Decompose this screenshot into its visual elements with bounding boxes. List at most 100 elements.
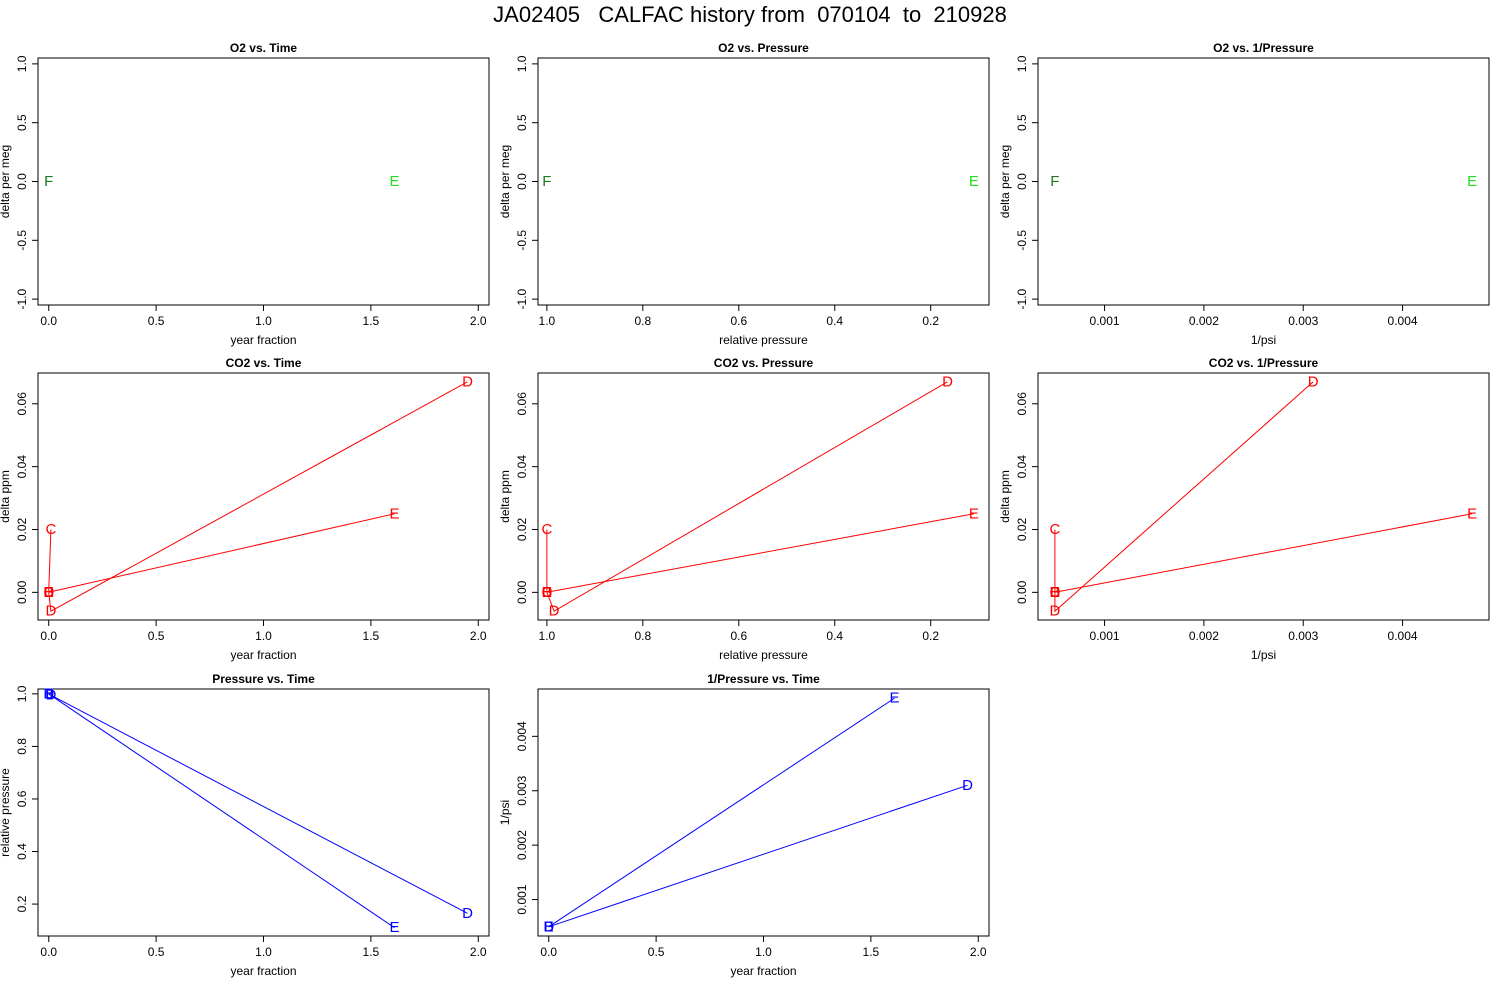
point-marker-F: F: [44, 173, 53, 190]
x-tick-label: 0.2: [922, 314, 939, 328]
point-marker-D: D: [541, 584, 552, 601]
series-line-D: [48, 693, 468, 914]
point-marker-E: E: [389, 505, 399, 522]
point-marker-B: B: [542, 584, 552, 601]
y-axis-label: delta per meg: [0, 145, 12, 218]
y-tick-label: -0.5: [15, 230, 29, 251]
x-tick-label: 0.2: [922, 629, 939, 643]
point-marker-F: F: [1050, 173, 1059, 190]
x-tick-label: 0.004: [1388, 314, 1418, 328]
panel-title: CO2 vs. 1/Pressure: [1209, 356, 1319, 370]
y-tick-label: 0.04: [15, 455, 29, 479]
point-marker-C: C: [541, 584, 552, 601]
point-marker-E: E: [389, 919, 399, 936]
panel-o2-invpressure: O2 vs. 1/Pressure 0.001 0.002 0.003 0.004 -1.…: [998, 41, 1490, 347]
x-tick-label: 0.0: [540, 945, 557, 959]
y-tick-label: 0.5: [15, 114, 29, 131]
series-line-E: [1054, 513, 1473, 593]
y-tick-label: 0.001: [515, 884, 529, 914]
x-tick-label: 0.0: [40, 945, 57, 959]
y-tick-label: 0.04: [515, 455, 529, 479]
x-tick-label: 0.003: [1288, 314, 1318, 328]
point-marker-E: E: [969, 505, 979, 522]
y-tick-label: 0.02: [1015, 517, 1029, 541]
y-tick-label: 0.003: [515, 775, 529, 805]
y-axis-label: delta ppm: [0, 470, 12, 523]
y-tick-label: -1.0: [515, 288, 529, 309]
x-tick-label: 1.5: [363, 945, 380, 959]
point-marker-D: D: [43, 584, 54, 601]
series-line-E: [546, 513, 974, 593]
x-tick-label: 1.5: [863, 945, 880, 959]
point-marker-E: E: [1467, 173, 1477, 190]
y-tick-label: 0.0: [15, 173, 29, 190]
y-tick-label: 0.8: [15, 738, 29, 755]
y-tick-label: -1.0: [15, 288, 29, 309]
panel-co2-pressure: CO2 vs. Pressure 1.0 0.8 0.6 0.4 0.2 0.00 0.02 0…: [498, 356, 990, 662]
panel-o2-pressure: O2 vs. Pressure 1.0 0.8 0.6 0.4 0.2 -1.0 -0.5 0.…: [498, 41, 990, 347]
y-tick-label: 0.00: [15, 580, 29, 604]
point-marker-E: E: [969, 173, 979, 190]
y-tick-label: 0.6: [15, 790, 29, 807]
panel-title: O2 vs. Pressure: [718, 41, 809, 55]
y-tick-label: -1.0: [1015, 288, 1029, 309]
point-marker-D: D: [462, 905, 473, 922]
x-tick-label: 0.5: [148, 314, 165, 328]
y-tick-label: 0.0: [515, 173, 529, 190]
x-axis-label: relative pressure: [719, 648, 808, 662]
figure-title: JA02405 CALFAC history from 070104 to 21…: [493, 2, 1007, 27]
x-tick-label: 0.6: [730, 629, 747, 643]
x-tick-label: 0.0: [40, 314, 57, 328]
y-axis-label: delta ppm: [498, 470, 512, 523]
x-tick-label: 2.0: [970, 945, 987, 959]
x-tick-label: 0.8: [634, 314, 651, 328]
x-tick-label: 0.4: [826, 314, 843, 328]
panel-title: CO2 vs. Time: [226, 356, 302, 370]
plot-frame: [537, 372, 990, 621]
x-tick-label: 2.0: [470, 945, 487, 959]
panel-title: Pressure vs. Time: [212, 672, 315, 686]
series-line-D: [548, 784, 968, 928]
y-tick-label: -0.5: [1015, 230, 1029, 251]
y-tick-label: 0.002: [515, 830, 529, 860]
series-line-C: [48, 529, 52, 593]
x-tick-label: 2.0: [470, 629, 487, 643]
y-tick-label: 1.0: [1015, 55, 1029, 72]
y-axis-label: delta per meg: [498, 145, 512, 218]
plot-frame: [37, 57, 490, 306]
x-axis-label: year fraction: [230, 333, 296, 347]
y-tick-label: 0.5: [515, 114, 529, 131]
panel-pressure-time: Pressure vs. Time 0.0 0.5 1.0 1.5 2.0 0.2 0.4 0.…: [0, 672, 490, 978]
x-axis-label: 1/psi: [1251, 648, 1276, 662]
x-tick-label: 0.003: [1288, 629, 1318, 643]
point-marker-C: C: [1049, 584, 1060, 601]
series-line-D: [48, 381, 468, 612]
point-marker-E: E: [389, 173, 399, 190]
y-tick-label: 1.0: [515, 55, 529, 72]
point-marker-E: E: [44, 685, 54, 702]
point-marker-D: D: [942, 373, 953, 390]
point-marker-D: D: [43, 685, 54, 702]
point-marker-C: C: [45, 521, 56, 538]
x-axis-label: 1/psi: [1251, 333, 1276, 347]
x-tick-label: 1.0: [255, 314, 272, 328]
x-tick-label: 1.5: [363, 629, 380, 643]
x-tick-label: 1.5: [363, 314, 380, 328]
x-tick-label: 2.0: [470, 314, 487, 328]
x-tick-label: 0.0: [40, 629, 57, 643]
y-tick-label: 0.06: [515, 392, 529, 416]
panel-co2-time: CO2 vs. Time 0.0 0.5 1.0 1.5 2.0 0.00 0.02 0.04 0…: [0, 356, 490, 662]
x-tick-label: 0.002: [1189, 629, 1219, 643]
x-tick-label: 0.6: [730, 314, 747, 328]
x-tick-label: 0.004: [1388, 629, 1418, 643]
x-tick-label: 0.8: [634, 629, 651, 643]
x-tick-label: 1.0: [255, 945, 272, 959]
panel-title: O2 vs. 1/Pressure: [1213, 41, 1314, 55]
y-tick-label: 0.0: [1015, 173, 1029, 190]
y-tick-label: 0.5: [1015, 114, 1029, 131]
y-tick-label: 0.02: [15, 517, 29, 541]
x-axis-label: year fraction: [730, 964, 796, 978]
x-tick-label: 1.0: [755, 945, 772, 959]
series-line-D: [1054, 381, 1314, 613]
